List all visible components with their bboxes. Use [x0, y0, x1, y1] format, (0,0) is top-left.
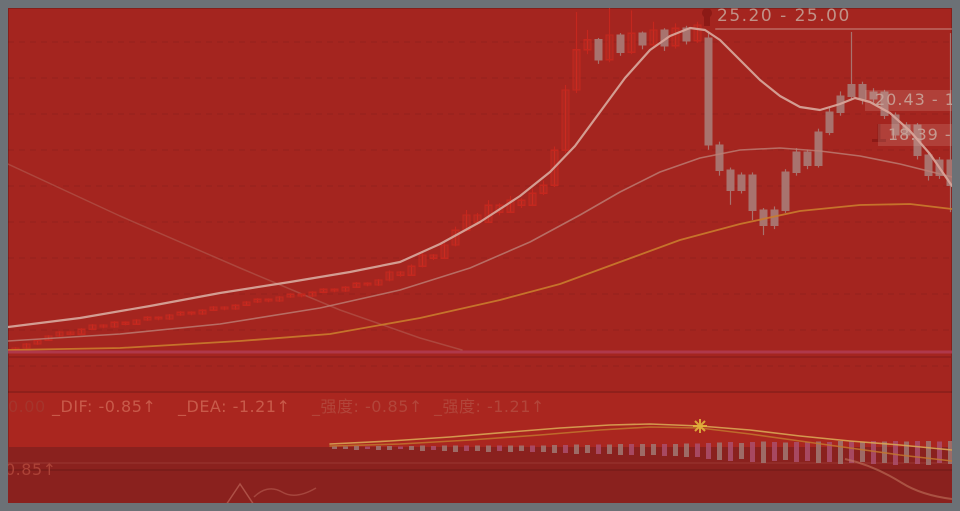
price-callout-band-2: 18.39 - 18.1: [878, 124, 952, 146]
kline-chart-canvas[interactable]: [8, 8, 952, 503]
bottom-left-value: 0.85↑: [8, 460, 57, 479]
price-callout-2: 18.39 - 18.1: [888, 125, 952, 144]
indicator-strength-value-2: _强度: -1.21↑: [434, 397, 545, 416]
price-callout-band-1: 20.43 - 19.4: [865, 90, 952, 111]
indicator-zero-value: 0.00: [8, 397, 46, 416]
indicator-dif-value: _DIF: -0.85↑: [52, 397, 157, 416]
indicator-strength-value-1: _强度: -0.85↑: [312, 397, 423, 416]
price-callout-1: 20.43 - 19.4: [875, 90, 952, 109]
peak-price-label: 25.20 - 25.00: [717, 8, 851, 26]
indicator-dea-value: _DEA: -1.21↑: [178, 397, 291, 416]
chart-area: 25.20 - 25.00 20.43 - 19.4 18.39 - 18.1 …: [8, 8, 952, 503]
